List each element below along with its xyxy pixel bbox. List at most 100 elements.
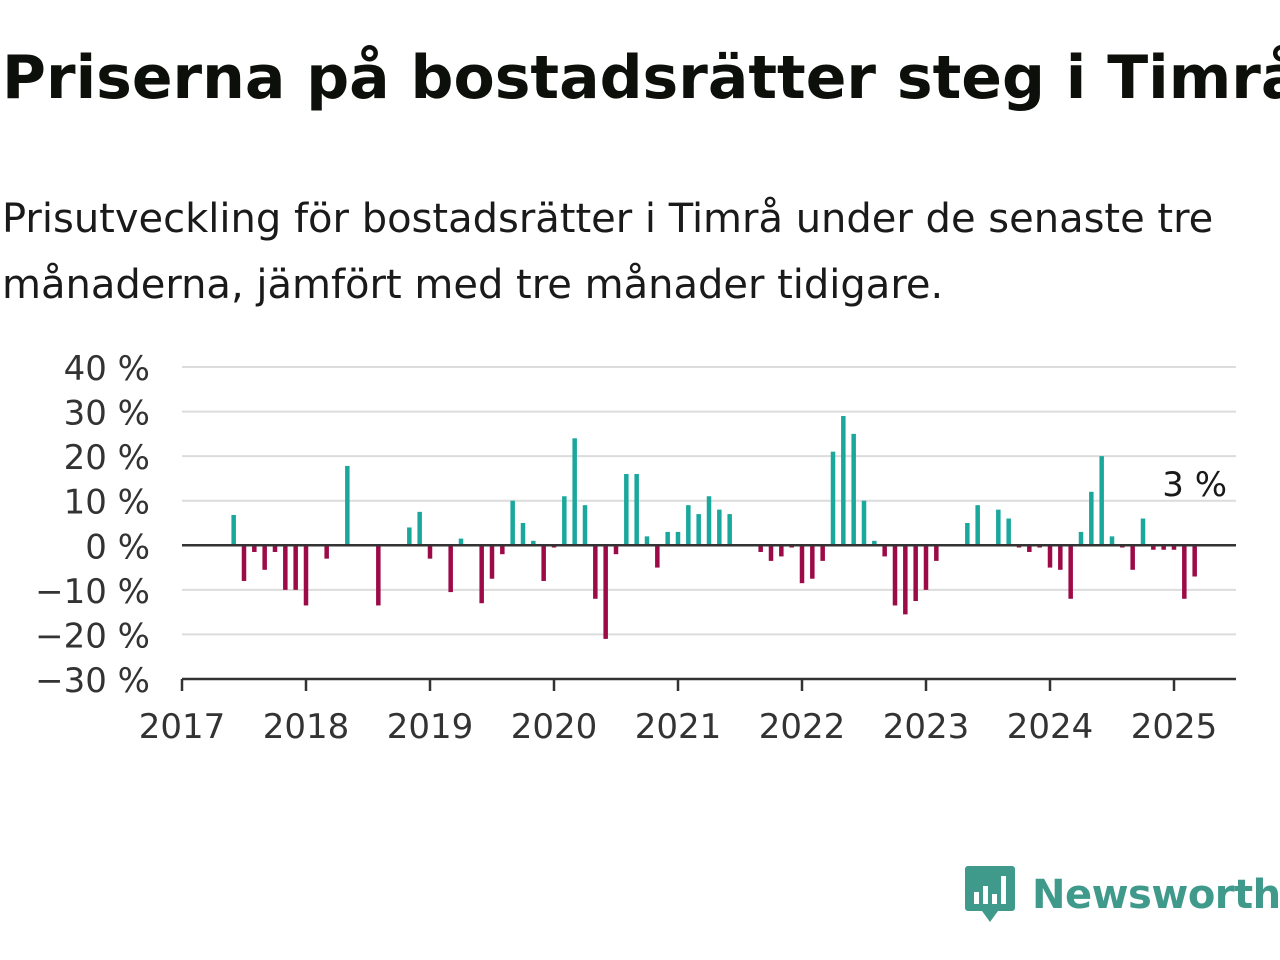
y-tick-label: 10 % [64,483,150,523]
annotations: 3 % [1162,465,1227,505]
x-tick-label: 2022 [759,707,846,747]
bar [779,545,784,557]
bar [231,514,236,546]
bar [1182,545,1187,599]
bar [655,545,660,568]
bar [562,496,567,546]
bar [634,473,639,546]
bar [531,540,536,546]
bar [1151,545,1156,550]
bar [252,545,257,552]
bar [1140,518,1146,546]
bar [696,514,701,546]
last-value-label: 3 % [1162,465,1227,505]
x-tick-label: 2019 [387,707,474,747]
x-tick-label: 2020 [511,707,598,747]
bar [593,545,598,599]
bar [417,511,422,546]
brand-name: Newsworthy [1032,872,1280,918]
bar [996,509,1001,546]
bar [934,545,939,561]
bar [624,473,629,546]
bar [830,451,836,546]
bar [448,545,453,593]
bar [717,509,722,546]
bars [231,416,1197,639]
bar [665,531,670,546]
bar [913,545,918,601]
bar [283,545,288,590]
x-tick-label: 2025 [1131,707,1218,747]
bar [500,545,505,555]
bar [458,538,464,546]
bar [758,545,763,552]
bar [872,540,877,546]
bar [324,545,329,559]
bar [965,523,970,546]
bar [1099,456,1104,546]
bar [975,505,980,546]
newsworthy-logo-icon [965,866,1015,922]
bar [799,545,805,584]
bar [882,545,887,557]
bar [1047,545,1053,568]
bar [489,545,495,579]
bar [820,545,825,561]
bar [644,536,650,546]
chart-subtitle: Prisutveckling för bostadsrätter i Timrå… [2,196,1214,308]
y-tick-label: −30 % [35,661,150,701]
bar [1192,545,1197,577]
bar [892,545,898,606]
bar [407,527,412,546]
bar [572,438,577,546]
bar [1006,518,1011,546]
bar [841,416,846,546]
bar [582,505,588,546]
y-tick-label: 30 % [64,394,150,434]
bar [810,545,815,579]
bar [376,545,381,606]
bar [923,545,929,590]
y-tick-label: −20 % [35,616,150,656]
x-tick-label: 2024 [1007,707,1094,747]
bar [427,545,433,559]
bar [272,545,278,552]
bar [1161,545,1166,550]
bar [675,531,681,546]
y-tick-label: 40 % [64,349,150,389]
y-tick-label: −10 % [35,572,150,612]
x-axis: 2017 2018 2019 2020 2021 2022 2023 2024 2025 [139,677,1236,747]
x-tick-label: 2017 [139,707,226,747]
bar [1078,531,1084,546]
y-tick-label: 0 % [85,527,150,567]
x-tick-label: 2018 [263,707,350,747]
bar [768,545,774,561]
bar [303,545,309,606]
y-tick-label: 20 % [64,438,150,478]
bar [293,545,298,590]
bar [686,505,691,546]
bar [1089,491,1094,546]
bar [903,545,908,615]
bar [1130,545,1135,570]
bar [520,523,526,546]
bar [613,545,619,555]
bar [603,545,608,639]
bar [1109,536,1115,546]
bar [1058,545,1063,570]
bar [262,545,267,570]
newsworthy-logo: Newsworthy [964,864,1280,926]
bar [345,465,350,546]
bar [727,514,732,546]
x-tick-label: 2021 [635,707,722,747]
x-tick-label: 2023 [883,707,970,747]
bar [241,545,247,581]
bar [1027,545,1032,552]
bar [706,496,712,546]
y-axis-tick-labels: −30 % −20 %−10 % 0 %10 % 20 %30 % 40 % [35,349,150,701]
bar [1171,545,1177,550]
bar [479,545,484,604]
bar [851,433,856,546]
bar [1068,545,1073,599]
bar [510,500,515,546]
